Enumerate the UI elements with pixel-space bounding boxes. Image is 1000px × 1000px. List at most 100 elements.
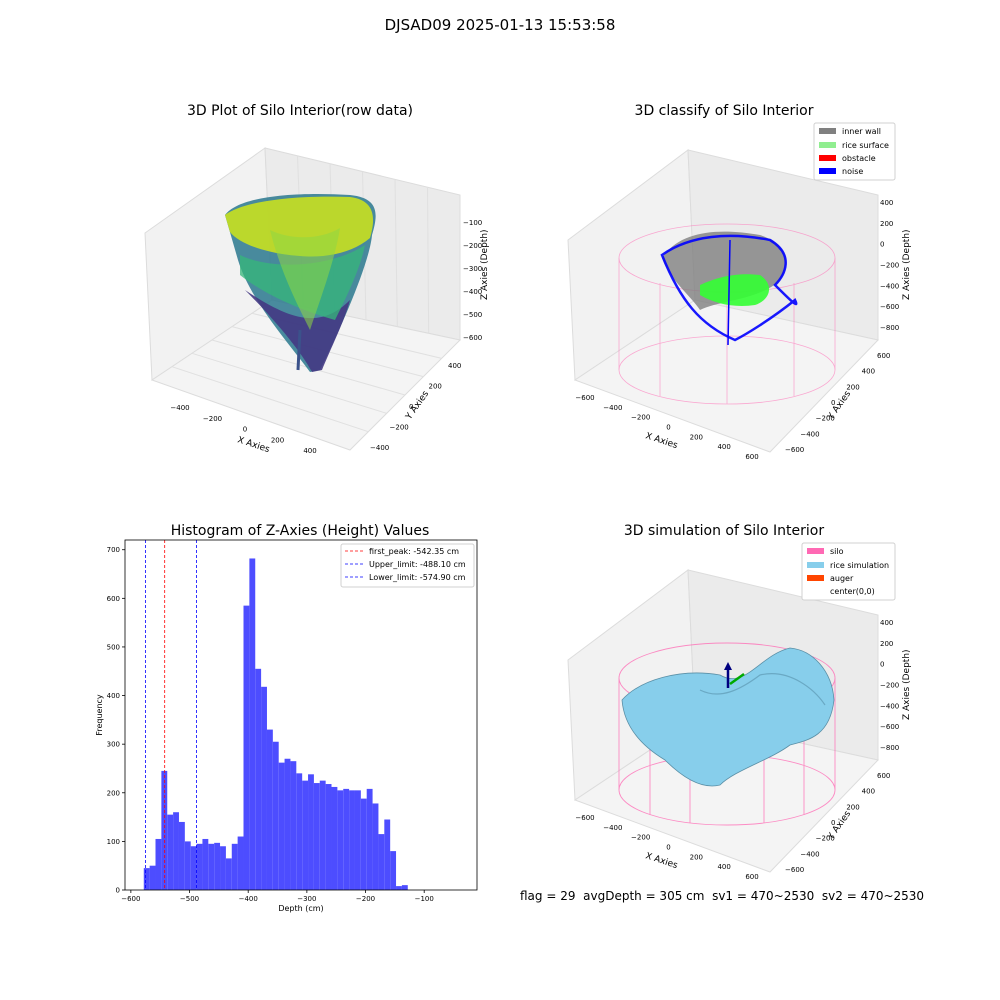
panel1-gridline bbox=[211, 339, 406, 396]
hist-ytick-label: 400 bbox=[107, 692, 120, 700]
panel1-gridline bbox=[171, 366, 369, 433]
panel4-legend-label-center: center(0,0) bbox=[830, 587, 875, 596]
panel4-legend-box bbox=[801, 542, 896, 601]
footer-sv2: sv2 = 470~2530 bbox=[821, 889, 925, 903]
hist-bar bbox=[325, 784, 332, 890]
hist-ytick-label: 700 bbox=[107, 546, 120, 554]
hist-bar bbox=[167, 814, 174, 890]
panel2-ylabel: Y Axies bbox=[826, 389, 854, 422]
panel2-legend-swatch-inner-wall bbox=[819, 128, 836, 134]
panel4-legend-label-rice-simulation: rice simulation bbox=[830, 561, 889, 570]
axis-tick-label: 0 bbox=[831, 819, 835, 827]
hist-bar bbox=[220, 846, 226, 890]
hist-bar bbox=[225, 858, 232, 890]
hist-axes-frame bbox=[124, 539, 478, 891]
panel4-ticks: −600−400−2000200400600−600−400−200020040… bbox=[575, 619, 899, 881]
axis-tick-label: 400 bbox=[880, 619, 893, 627]
axis-tick-label: 400 bbox=[717, 863, 730, 871]
panel4-legend-swatch-rice-simulation bbox=[807, 562, 824, 568]
hist-bar bbox=[143, 868, 150, 890]
footer-flag: flag = 29 bbox=[520, 889, 576, 903]
hist-bar bbox=[231, 843, 238, 890]
axis-tick-label: −600 bbox=[785, 866, 804, 874]
hist-ytick-label: 600 bbox=[107, 595, 120, 603]
panel2-inner-wall-points bbox=[662, 231, 786, 310]
panel2-noise-points bbox=[660, 234, 798, 342]
hist-bar bbox=[360, 798, 367, 890]
hist-plot-area bbox=[125, 540, 477, 890]
hist-xtick-label: −200 bbox=[356, 895, 375, 903]
hist-bar bbox=[372, 803, 379, 890]
axis-tick-label: −600 bbox=[785, 446, 804, 454]
panel1-zlabel: Z Axies (Depth) bbox=[480, 229, 490, 300]
panel2-legend-swatch-rice-surface bbox=[819, 142, 836, 148]
panel4-silo-top bbox=[618, 642, 836, 714]
panel4-floor-pane bbox=[573, 719, 879, 873]
panel1-gridline bbox=[329, 163, 336, 314]
hist-bar bbox=[401, 885, 408, 890]
hist-bar bbox=[249, 558, 256, 890]
panel1-bowl-mid bbox=[240, 245, 365, 320]
axis-tick-label: −200 bbox=[390, 424, 409, 432]
hist-legend: first_peak: -542.35 cm Upper_limit: -488.… bbox=[340, 543, 475, 588]
hist-ytick-label: 100 bbox=[107, 838, 120, 846]
panel2-silo-bottom bbox=[618, 335, 836, 405]
hist-ytick-label: 0 bbox=[116, 887, 120, 895]
axis-tick-label: −400 bbox=[603, 824, 622, 832]
axis-tick-label: 400 bbox=[717, 443, 730, 451]
panel1-gridline bbox=[297, 155, 304, 307]
panel4-auger-head bbox=[724, 662, 732, 670]
hist-yticks: 0 100 200 300 400 500 600 700 bbox=[107, 546, 125, 895]
hist-xtick-label: −600 bbox=[121, 895, 140, 903]
panel2-silo-top bbox=[618, 223, 836, 293]
panel2-legend-label-noise: noise bbox=[842, 167, 863, 176]
axis-tick-label: −400 bbox=[463, 288, 482, 296]
hist-bar bbox=[331, 786, 338, 890]
hist-bar bbox=[202, 838, 209, 890]
axis-tick-label: 0 bbox=[666, 424, 670, 432]
panel1-gridline bbox=[362, 171, 367, 321]
hist-bar bbox=[319, 780, 326, 890]
hist-ytick-label: 300 bbox=[107, 741, 120, 749]
axis-tick-label: 400 bbox=[862, 368, 875, 376]
hist-bar bbox=[296, 773, 303, 890]
axis-tick-label: 200 bbox=[880, 640, 893, 648]
hist-bar bbox=[302, 780, 309, 890]
axis-tick-label: −600 bbox=[575, 814, 594, 822]
panel4-back-pane bbox=[687, 569, 879, 761]
panel4-legend-label-silo: silo bbox=[830, 547, 844, 556]
axis-tick-label: −400 bbox=[603, 404, 622, 412]
hist-bar bbox=[178, 821, 185, 890]
hist-bar bbox=[266, 729, 273, 890]
panel2-legend-label-obstacle: obstacle bbox=[842, 154, 876, 163]
hist-title: Histogram of Z-Axies (Height) Values bbox=[170, 523, 430, 539]
hist-bar bbox=[196, 843, 203, 890]
panel1-bowl-rim bbox=[225, 196, 374, 257]
hist-legend-box bbox=[340, 543, 475, 588]
axis-tick-label: −500 bbox=[463, 311, 482, 319]
axis-tick-label: 200 bbox=[690, 433, 703, 441]
axis-tick-label: −400 bbox=[800, 850, 819, 858]
panel1-ticks: −400 −200 0 200 400 −400 −200 0 200 400 −100 −200 −3… bbox=[170, 219, 482, 455]
axis-tick-label: −400 bbox=[880, 282, 899, 290]
axis-tick-label: 600 bbox=[877, 772, 890, 780]
panel2-legend-label-inner-wall: inner wall bbox=[842, 127, 881, 136]
axis-tick-label: −200 bbox=[880, 682, 899, 690]
panel2-legend-swatch-noise bbox=[819, 168, 836, 174]
hist-bar bbox=[149, 865, 156, 890]
hist-bar bbox=[378, 834, 385, 890]
axis-tick-label: −400 bbox=[370, 444, 389, 452]
hist-bar bbox=[261, 686, 267, 890]
axis-tick-label: 400 bbox=[303, 447, 316, 455]
axis-tick-label: −800 bbox=[880, 324, 899, 332]
panel1-gridline bbox=[251, 312, 442, 359]
panel1-floor-pane bbox=[150, 299, 462, 451]
panel1-left-pane bbox=[144, 147, 273, 381]
panel1-spike bbox=[296, 329, 302, 371]
panel4-rice-simulation-ridge bbox=[699, 673, 826, 706]
figure-title: DJSAD09 2025-01-13 15:53:58 bbox=[384, 16, 616, 34]
hist-bar bbox=[308, 774, 314, 890]
panel2-legend: inner wall rice surface obstacle noise bbox=[813, 122, 896, 181]
